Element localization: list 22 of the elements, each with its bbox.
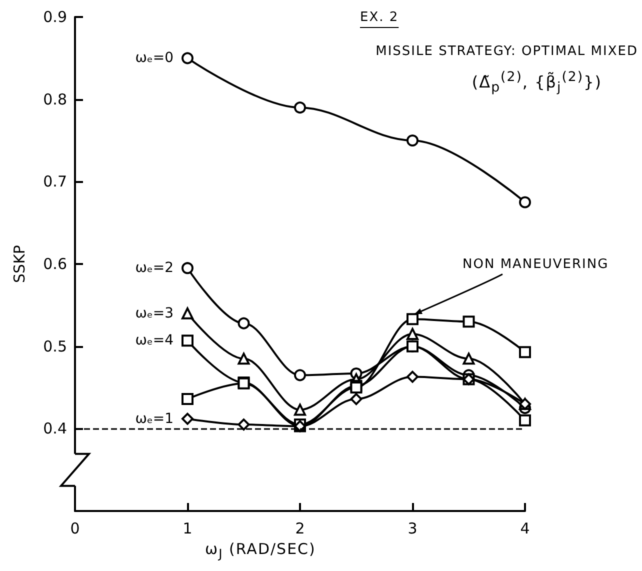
chart-title: EX. 2: [360, 10, 399, 25]
x-axis-title: ω$_{J}$ (RAD/SEC): [205, 540, 316, 561]
series-label: ωₑ=4: [135, 332, 174, 349]
x-tick-label: 1: [182, 520, 192, 538]
series-label: ωₑ=0: [135, 50, 174, 66]
y-tick-label: 0.5: [43, 337, 67, 356]
text: MISSILE STRATEGY: OPTIMAL MIXED: [376, 44, 638, 59]
y-tick-label: 0.8: [43, 90, 67, 108]
annotation: NON MANEUVERING: [462, 257, 609, 272]
x-tick-label: 3: [408, 520, 418, 538]
series-label: ωₑ=1: [135, 410, 174, 427]
y-axis-title: SSKP: [10, 245, 28, 283]
series-label: ωₑ=2: [135, 260, 174, 276]
y-tick-label: 0.7: [43, 172, 67, 191]
x-tick-label: 2: [295, 520, 305, 538]
y-tick-label: 0.9: [43, 8, 67, 26]
x-tick-label: 0: [70, 520, 80, 538]
x-tick-label: 4: [520, 520, 530, 538]
y-tick-label: 0.4: [43, 420, 67, 438]
series-label: ωₑ=3: [135, 305, 174, 322]
y-tick-label: 0.6: [43, 255, 67, 273]
annotation: (Δ̃$_{p}$$^{(2)}$, {β̃$_{j}$$^{(2)}$}): [472, 70, 602, 96]
